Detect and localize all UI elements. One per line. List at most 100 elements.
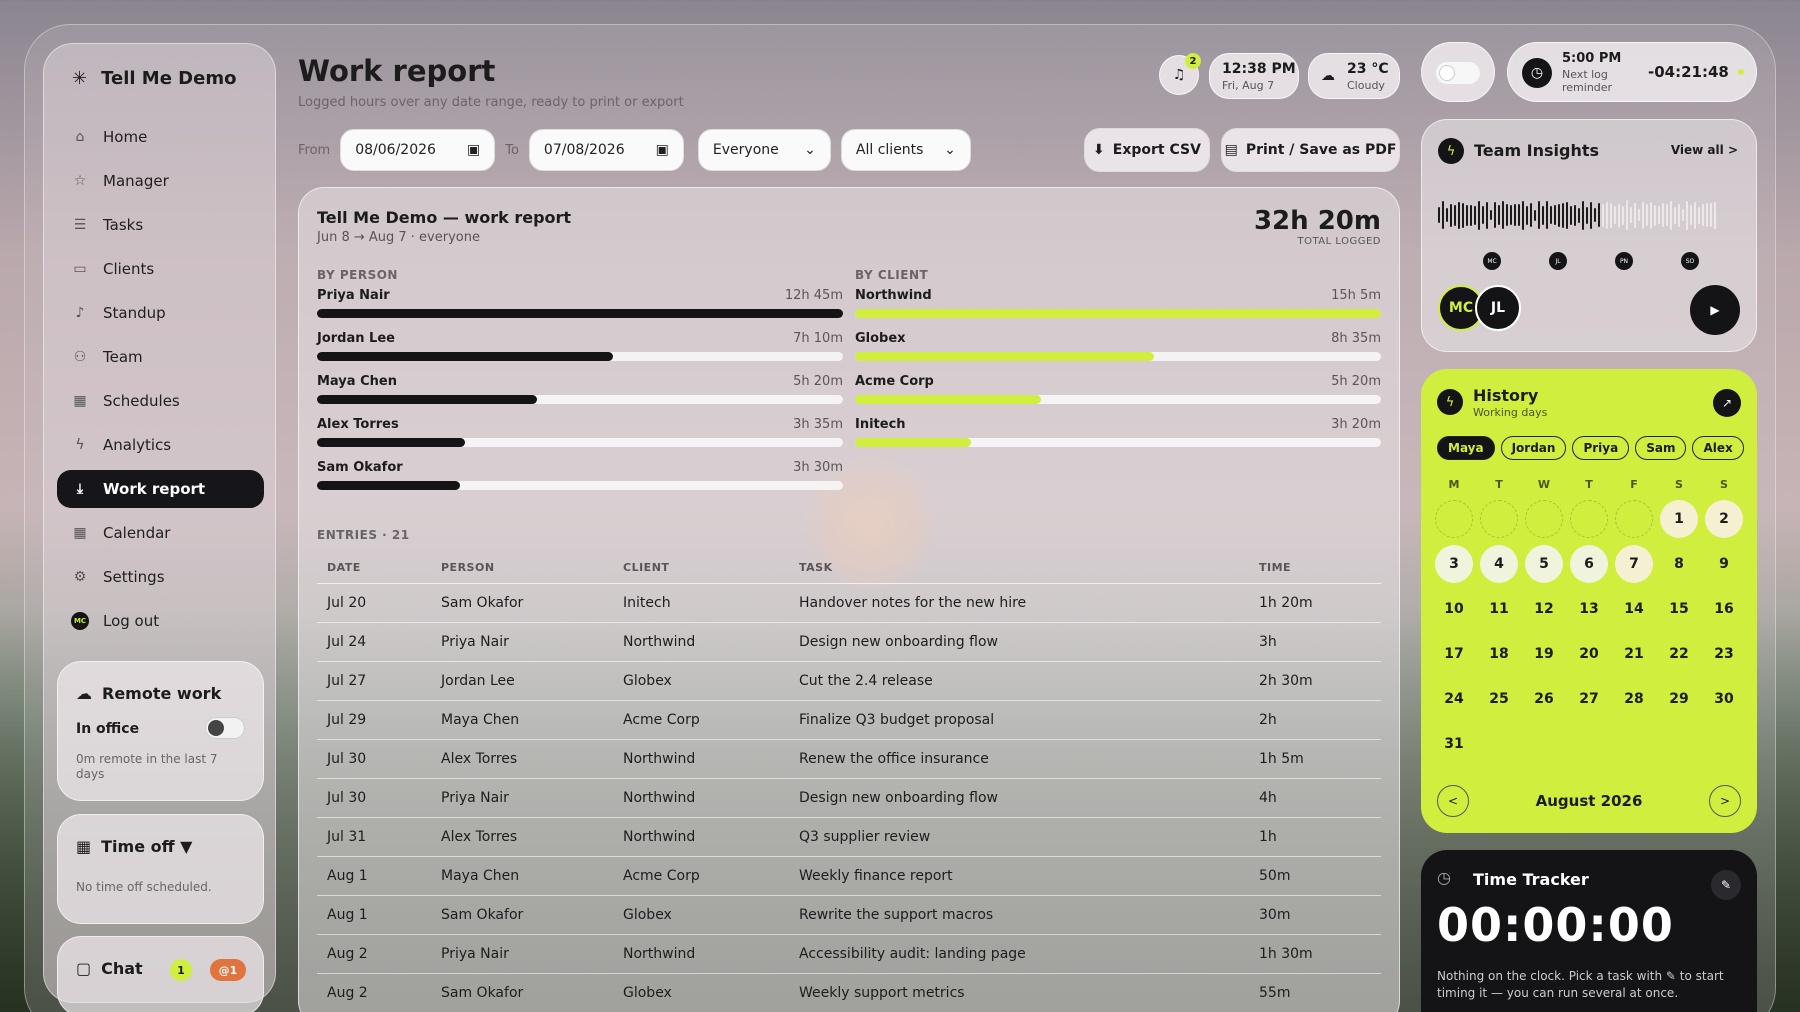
- calendar-day[interactable]: 3: [1435, 544, 1473, 583]
- calendar-day[interactable]: 20: [1579, 645, 1599, 662]
- clock-icon: ◷: [1522, 58, 1552, 88]
- waveform-bar: [1514, 204, 1516, 226]
- time-off-card: ▦ Time off ▼ No time off scheduled.: [57, 814, 264, 924]
- theme-toggle[interactable]: [1421, 42, 1495, 102]
- person-chip[interactable]: Priya: [1572, 436, 1630, 460]
- calendar-day[interactable]: 25: [1489, 690, 1509, 707]
- reminder-widget[interactable]: ◷ 5:00 PM Next log reminder -04:21:48: [1507, 42, 1757, 102]
- brand[interactable]: ✳ Tell Me Demo: [72, 68, 236, 89]
- table-row[interactable]: Jul 30 Alex Torres Northwind Renew the offi…: [317, 739, 1381, 779]
- bar-track: [855, 352, 1381, 361]
- calendar-day[interactable]: 16: [1714, 600, 1734, 617]
- sidebar-item-settings[interactable]: ⚙ Settings: [57, 558, 264, 596]
- calendar-day[interactable]: 12: [1534, 600, 1554, 617]
- sidebar-item-manager[interactable]: ☆ Manager: [57, 162, 264, 200]
- calendar-day[interactable]: 22: [1669, 645, 1689, 662]
- table-row[interactable]: Jul 29 Maya Chen Acme Corp Finalize Q3 budg…: [317, 700, 1381, 740]
- calendar-day[interactable]: 8: [1674, 555, 1684, 572]
- reminder-countdown: -04:21:48: [1648, 63, 1729, 81]
- calendar-day[interactable]: 4: [1480, 544, 1518, 583]
- calendar-day[interactable]: 11: [1489, 600, 1509, 617]
- from-date-input[interactable]: 08/06/2026 ▣: [340, 129, 496, 171]
- table-row[interactable]: Aug 2 Sam Okafor Globex Weekly support metr…: [317, 973, 1381, 1012]
- calendar-day[interactable]: 21: [1624, 645, 1644, 662]
- sidebar-item-standup[interactable]: ♪ Standup: [57, 294, 264, 332]
- table-row[interactable]: Jul 30 Priya Nair Northwind Design new onbo…: [317, 778, 1381, 818]
- export-csv-button[interactable]: ⬇ Export CSV: [1084, 128, 1210, 172]
- entry-time: 4h: [1249, 778, 1381, 818]
- column-header[interactable]: PERSON: [431, 553, 613, 584]
- sidebar-item-logout[interactable]: MC Log out: [57, 602, 264, 640]
- person-chip[interactable]: Sam: [1635, 436, 1687, 460]
- table-row[interactable]: Aug 1 Maya Chen Acme Corp Weekly finance re…: [317, 856, 1381, 896]
- person-select[interactable]: Everyone ⌄: [697, 129, 831, 171]
- calendar-day[interactable]: 30: [1714, 690, 1734, 707]
- time-off-title[interactable]: ▦ Time off ▼: [76, 837, 192, 856]
- avatar[interactable]: JL: [1549, 252, 1567, 270]
- view-all-link[interactable]: View all >: [1670, 143, 1738, 157]
- column-header[interactable]: DATE: [317, 553, 431, 584]
- table-row[interactable]: Jul 31 Alex Torres Northwind Q3 supplier re…: [317, 817, 1381, 857]
- calendar-day[interactable]: 9: [1719, 555, 1729, 572]
- column-header[interactable]: CLIENT: [613, 553, 789, 584]
- calendar-day[interactable]: 15: [1669, 600, 1689, 617]
- waveform-bar: [1526, 205, 1528, 225]
- sidebar-item-schedules[interactable]: ▦ Schedules: [57, 382, 264, 420]
- calendar-day[interactable]: 24: [1444, 690, 1464, 707]
- sidebar-item-team[interactable]: ⚇ Team: [57, 338, 264, 376]
- sidebar-item-home[interactable]: ⌂ Home: [57, 118, 264, 156]
- calendar-day[interactable]: 28: [1624, 690, 1644, 707]
- sidebar-item-tasks[interactable]: ☰ Tasks: [57, 206, 264, 244]
- expand-button[interactable]: ↗: [1713, 389, 1741, 417]
- avatar[interactable]: PN: [1615, 252, 1633, 270]
- calendar-day[interactable]: 5: [1525, 544, 1563, 583]
- calendar-day[interactable]: 10: [1444, 600, 1464, 617]
- prev-month-button[interactable]: <: [1437, 785, 1469, 817]
- calendar-day[interactable]: 7: [1615, 544, 1653, 583]
- sidebar-item-work-report[interactable]: ⤓ Work report: [57, 470, 264, 508]
- calendar-day[interactable]: 27: [1579, 690, 1599, 707]
- avatar[interactable]: MC: [1483, 252, 1501, 270]
- bar-row: Alex Torres 3h 35m: [317, 417, 843, 453]
- person-chip[interactable]: Maya: [1437, 436, 1495, 460]
- table-row[interactable]: Jul 27 Jordan Lee Globex Cut the 2.4 releas…: [317, 661, 1381, 701]
- calendar-day[interactable]: 26: [1534, 690, 1554, 707]
- calendar-day[interactable]: 29: [1669, 690, 1689, 707]
- avatar[interactable]: JL: [1475, 285, 1521, 331]
- sidebar-item-clients[interactable]: ▭ Clients: [57, 250, 264, 288]
- client-select[interactable]: All clients ⌄: [840, 129, 971, 171]
- calendar-day[interactable]: 13: [1579, 600, 1599, 617]
- notifications-button[interactable]: ♫ 2: [1159, 53, 1201, 95]
- table-row[interactable]: Aug 2 Priya Nair Northwind Accessibility au…: [317, 934, 1381, 974]
- play-button[interactable]: ▶: [1690, 285, 1740, 335]
- calendar-day[interactable]: 17: [1444, 645, 1464, 662]
- person-chip[interactable]: Alex: [1692, 436, 1744, 460]
- calendar-day[interactable]: 23: [1714, 645, 1734, 662]
- print-button[interactable]: ▤ Print / Save as PDF: [1221, 128, 1400, 172]
- column-header[interactable]: TASK: [789, 553, 1249, 584]
- calendar-day[interactable]: 18: [1489, 645, 1509, 662]
- entry-date: Jul 27: [317, 661, 431, 701]
- person-chip[interactable]: Jordan: [1500, 436, 1567, 460]
- next-month-button[interactable]: >: [1709, 785, 1741, 817]
- sidebar-item-calendar[interactable]: ▦ Calendar: [57, 514, 264, 552]
- entry-client: Northwind: [613, 934, 789, 974]
- calendar-day[interactable]: 31: [1444, 735, 1464, 752]
- table-row[interactable]: Jul 20 Sam Okafor Initech Handover notes fo…: [317, 583, 1381, 623]
- remote-toggle[interactable]: [205, 717, 245, 739]
- table-row[interactable]: Jul 24 Priya Nair Northwind Design new onbo…: [317, 622, 1381, 662]
- calendar-day[interactable]: 1: [1660, 499, 1698, 538]
- calendar-day[interactable]: 2: [1705, 499, 1743, 538]
- calendar-day[interactable]: 14: [1624, 600, 1644, 617]
- sidebar-item-label: Clients: [103, 260, 155, 278]
- sidebar-item-analytics[interactable]: ϟ Analytics: [57, 426, 264, 464]
- chat-card[interactable]: ▢ Chat 1 @1: [57, 936, 264, 1012]
- waveform-bar: [1622, 205, 1624, 225]
- to-date-input[interactable]: 07/08/2026 ▣: [528, 129, 684, 171]
- avatar[interactable]: SO: [1681, 252, 1699, 270]
- calendar-day[interactable]: 19: [1534, 645, 1554, 662]
- table-row[interactable]: Aug 1 Sam Okafor Globex Rewrite the support…: [317, 895, 1381, 935]
- calendar-day[interactable]: 6: [1570, 544, 1608, 583]
- edit-button[interactable]: ✎: [1711, 870, 1741, 900]
- column-header[interactable]: TIME: [1249, 553, 1381, 584]
